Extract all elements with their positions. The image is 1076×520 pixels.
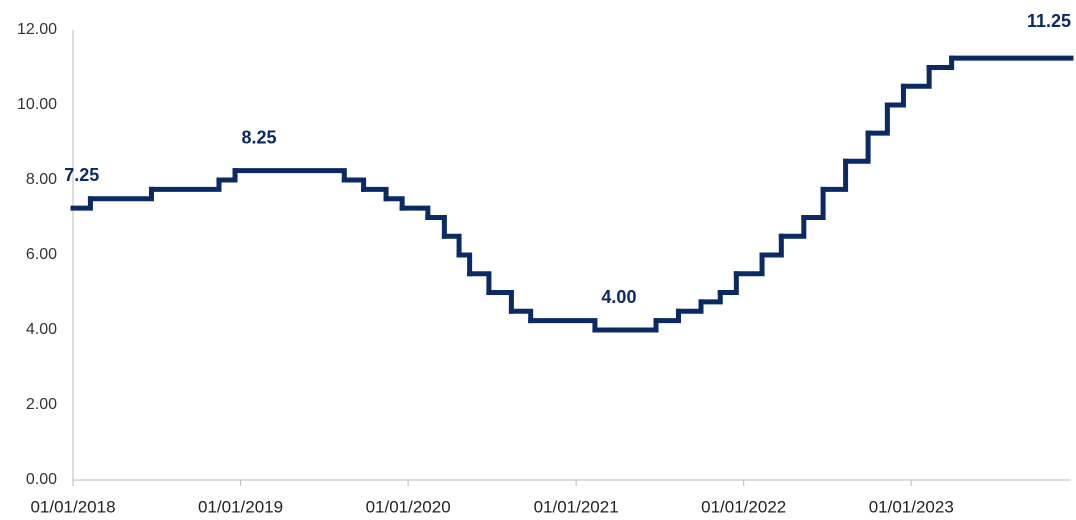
- step-line: [820, 158, 849, 192]
- step-line: [149, 177, 222, 192]
- step-line: [399, 205, 431, 220]
- x-tick-label: 01/01/2021: [534, 497, 619, 516]
- step-line: [865, 102, 890, 136]
- step-line: [698, 290, 723, 305]
- x-tick-label: 01/01/2019: [198, 497, 283, 516]
- step-line: [456, 252, 473, 277]
- step-line: [216, 168, 238, 183]
- y-tick-label: 12.00: [17, 21, 57, 38]
- step-line: [653, 308, 682, 324]
- y-tick-label: 8.00: [26, 171, 57, 188]
- step-line: [884, 83, 906, 108]
- step-line: [592, 318, 659, 333]
- step-line: [467, 271, 492, 295]
- step-line: [341, 177, 367, 192]
- step-line: [383, 196, 405, 211]
- data-label: 7.25: [64, 165, 99, 185]
- step-line: [676, 299, 704, 314]
- x-tick-label: 01/01/2023: [869, 497, 954, 516]
- step-line: [486, 290, 514, 314]
- y-tick-label: 4.00: [26, 321, 57, 338]
- step-line: [508, 308, 534, 324]
- step-line: [441, 233, 462, 258]
- step-line: [717, 271, 739, 295]
- step-line: [801, 186, 826, 220]
- step-line: [778, 215, 807, 239]
- data-label: 8.25: [242, 127, 277, 147]
- data-label: 4.00: [601, 287, 636, 307]
- step-line: [900, 65, 932, 89]
- x-tick-label: 01/01/2020: [366, 497, 451, 516]
- step-line: [232, 168, 347, 183]
- y-tick-label: 2.00: [26, 396, 57, 413]
- y-tick-label: 0.00: [26, 471, 57, 488]
- step-line: [87, 186, 154, 202]
- y-tick-label: 10.00: [17, 96, 57, 113]
- step-line: [733, 252, 765, 277]
- x-tick-label: 01/01/2022: [701, 497, 786, 516]
- x-tick-label: 01/01/2018: [30, 497, 115, 516]
- step-line: [528, 318, 598, 333]
- step-line: [425, 215, 447, 239]
- step-line: [759, 233, 784, 258]
- step-line: [843, 130, 871, 164]
- step-line: [361, 186, 389, 202]
- data-label: 11.25: [1027, 11, 1071, 31]
- step-line: [70, 196, 93, 211]
- y-tick-label: 6.00: [26, 246, 57, 263]
- step-line: [926, 55, 955, 70]
